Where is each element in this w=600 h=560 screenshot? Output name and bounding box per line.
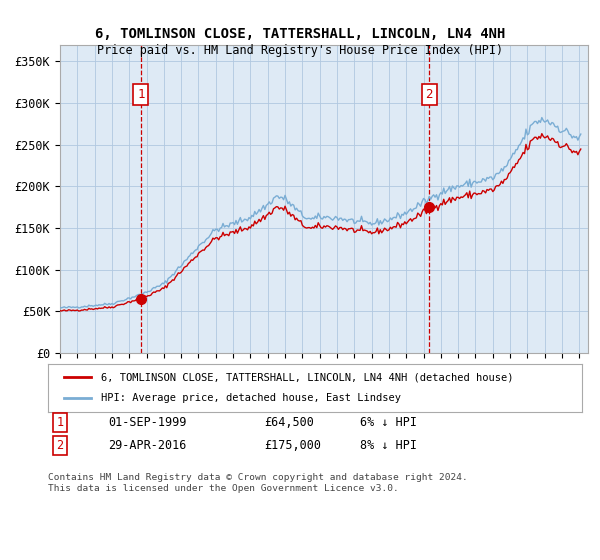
Text: 1: 1 bbox=[56, 416, 64, 430]
Text: 2: 2 bbox=[425, 88, 433, 101]
Text: Price paid vs. HM Land Registry's House Price Index (HPI): Price paid vs. HM Land Registry's House … bbox=[97, 44, 503, 57]
Text: 01-SEP-1999: 01-SEP-1999 bbox=[108, 416, 187, 430]
Text: 6% ↓ HPI: 6% ↓ HPI bbox=[360, 416, 417, 430]
Text: Contains HM Land Registry data © Crown copyright and database right 2024.
This d: Contains HM Land Registry data © Crown c… bbox=[48, 473, 468, 493]
Text: 29-APR-2016: 29-APR-2016 bbox=[108, 438, 187, 452]
Text: 8% ↓ HPI: 8% ↓ HPI bbox=[360, 438, 417, 452]
Text: 1: 1 bbox=[137, 88, 145, 101]
Text: 6, TOMLINSON CLOSE, TATTERSHALL, LINCOLN, LN4 4NH (detached house): 6, TOMLINSON CLOSE, TATTERSHALL, LINCOLN… bbox=[101, 372, 514, 382]
Text: 2: 2 bbox=[56, 438, 64, 452]
Text: 6, TOMLINSON CLOSE, TATTERSHALL, LINCOLN, LN4 4NH: 6, TOMLINSON CLOSE, TATTERSHALL, LINCOLN… bbox=[95, 27, 505, 41]
Text: £64,500: £64,500 bbox=[264, 416, 314, 430]
Text: HPI: Average price, detached house, East Lindsey: HPI: Average price, detached house, East… bbox=[101, 393, 401, 403]
Text: £175,000: £175,000 bbox=[264, 438, 321, 452]
